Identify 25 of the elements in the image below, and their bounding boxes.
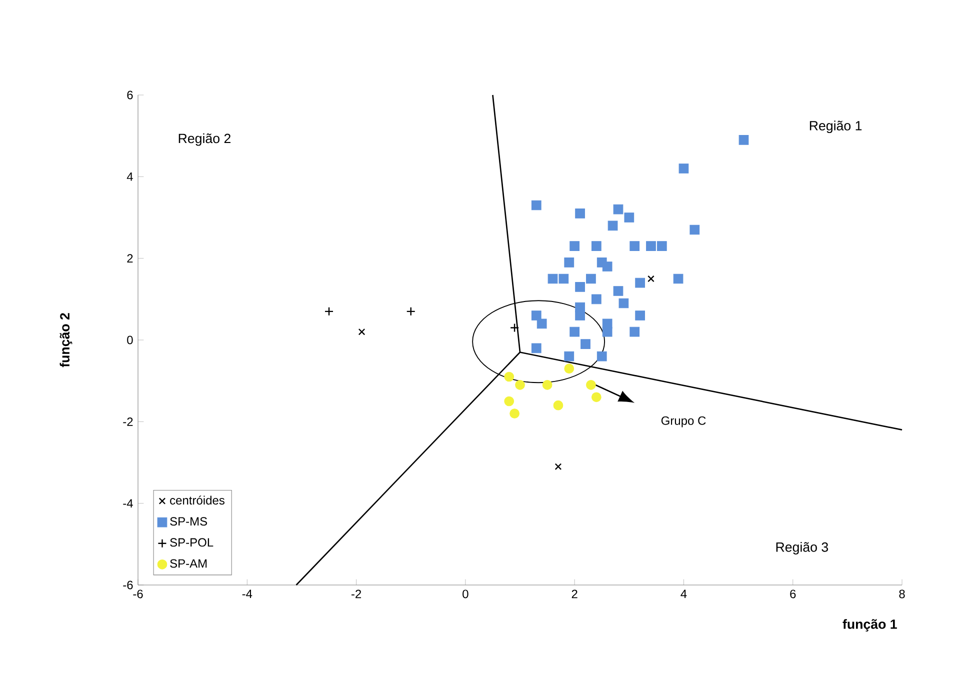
annotation: Região 1 <box>810 120 862 134</box>
y-tick-label: -2 <box>123 417 133 426</box>
annotation: Grupo C <box>661 416 706 428</box>
legend-label: centróides <box>170 496 224 505</box>
x-tick-label: 6 <box>790 590 796 598</box>
y-tick-label: 2 <box>127 254 133 263</box>
y-axis-title: função 2 <box>60 313 72 368</box>
y-tick-label: 6 <box>127 90 133 100</box>
annotation: Região 3 <box>776 542 828 554</box>
x-tick-label: 4 <box>680 590 687 598</box>
legend-label: SP-MS <box>170 517 208 526</box>
x-tick-label: 8 <box>899 590 905 598</box>
y-tick-label: 4 <box>126 172 133 181</box>
legend-label: SP-POL <box>170 538 214 547</box>
y-tick-label: -4 <box>123 499 133 508</box>
y-tick-label: -6 <box>123 580 133 590</box>
x-axis-title: função 1 <box>842 619 897 632</box>
x-tick-label: -6 <box>133 590 143 598</box>
y-tick-label: 0 <box>127 336 133 344</box>
x-tick-label: 2 <box>572 590 578 598</box>
annotation: Região 2 <box>178 133 230 146</box>
x-tick-label: -4 <box>242 590 252 598</box>
legend-label: SP-AM <box>170 559 207 568</box>
x-tick-label: -2 <box>352 590 362 598</box>
x-tick-label: 0 <box>462 590 468 598</box>
